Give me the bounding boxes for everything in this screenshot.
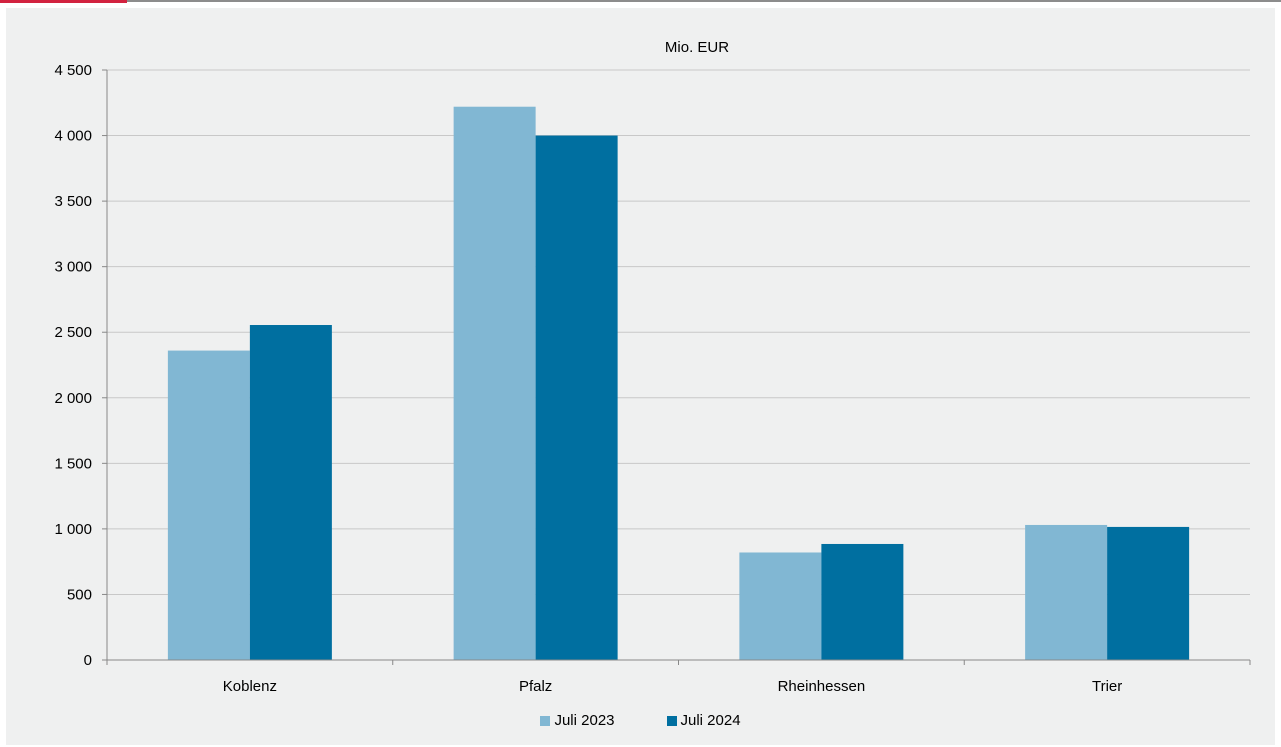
bars: [167, 106, 1190, 661]
y-tick-label: 3 500: [54, 193, 92, 210]
x-tick-label: Trier: [1092, 678, 1122, 695]
bar: [535, 135, 618, 661]
x-tick-label: Pfalz: [519, 678, 552, 695]
bar: [453, 106, 536, 660]
y-tick-label: 4 500: [54, 62, 92, 79]
legend-label-juli-2024: Juli 2024: [680, 712, 741, 729]
y-tick-label: 4 000: [54, 128, 92, 145]
y-tick-label: 0: [84, 652, 92, 669]
bar: [1107, 526, 1190, 660]
x-tick-label: Rheinhessen: [778, 678, 866, 695]
legend-item-juli-2024: Juli 2024: [666, 712, 741, 729]
bar: [167, 350, 250, 660]
y-tick-label: 2 500: [54, 324, 92, 341]
y-tick-label: 1 000: [54, 521, 92, 538]
y-tick-label: 500: [67, 586, 92, 603]
bar: [821, 543, 904, 660]
legend-label-juli-2023: Juli 2023: [554, 712, 615, 729]
legend: Juli 2023 Juli 2024: [0, 712, 1281, 729]
y-tick-label: 3 000: [54, 259, 92, 276]
legend-swatch-juli-2023: [540, 715, 551, 726]
legend-item-juli-2023: Juli 2023: [540, 712, 615, 729]
legend-swatch-juli-2024: [666, 715, 677, 726]
chart-title: Mio. EUR: [665, 39, 729, 56]
top-rule: [0, 0, 1281, 2]
y-tick-label: 2 000: [54, 390, 92, 407]
bar: [739, 552, 822, 660]
y-tick-label: 1 500: [54, 455, 92, 472]
axes: 0 500 1 000 1 500 2 000 2 500 3 000 3 500 4 000 4…: [54, 62, 1251, 695]
bar: [249, 325, 332, 660]
x-tick-label: Koblenz: [223, 678, 277, 695]
top-accent-bar: [0, 0, 127, 3]
bar: [1025, 524, 1108, 660]
